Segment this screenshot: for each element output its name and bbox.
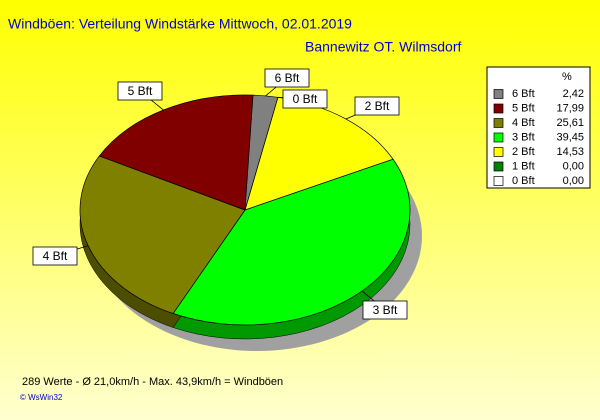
label-box	[354, 96, 400, 116]
pie-label: 6 Bft	[275, 71, 300, 85]
pie	[79, 94, 422, 351]
label-box	[117, 81, 163, 101]
label-box	[32, 246, 78, 266]
legend-value: 2,42	[563, 88, 584, 100]
pie-slice	[98, 94, 254, 211]
legend-swatch	[493, 103, 504, 114]
legend-box	[486, 66, 591, 189]
pie-label: 5 Bft	[128, 84, 153, 98]
footer: 289 Werte - Ø 21,0km/h - Max. 43,9km/h =…	[22, 376, 283, 388]
legend-value: 0,00	[563, 175, 584, 187]
pie-slice	[172, 158, 411, 326]
chart-title: Windböen: Verteilung Windstärke Mittwoch…	[8, 16, 352, 32]
legend-swatch	[493, 147, 504, 157]
legend-label: 2 Bft	[512, 146, 535, 158]
pie-label: 4 Bft	[43, 249, 68, 263]
label-box	[362, 300, 408, 320]
legend-label: 1 Bft	[512, 160, 535, 172]
credit: © WsWin32	[20, 393, 63, 402]
legend-value: 0,00	[563, 160, 584, 172]
legend-label: 4 Bft	[512, 117, 535, 129]
legend-label: 6 Bft	[512, 88, 535, 100]
pie-labels: 0 Bft 2 Bft 3 Bft 4 Bft 5 Bft 6 Bft	[32, 68, 408, 320]
legend-swatch	[493, 89, 504, 99]
legend-swatch	[493, 161, 504, 172]
legend-value: 39,45	[556, 131, 584, 143]
legend: 6 Bft 2,42 5 Bft 17,99 4 Bft 25,61 3 Bft 39,45 2…	[493, 88, 584, 187]
legend-label: 3 Bft	[512, 131, 535, 143]
legend-label: 5 Bft	[512, 102, 535, 114]
legend-value: 14,53	[556, 146, 584, 158]
legend-header: %	[562, 71, 572, 83]
legend-swatch	[493, 118, 504, 128]
legend-swatch	[493, 176, 504, 186]
legend-label: 0 Bft	[512, 175, 535, 187]
label-box	[264, 68, 310, 88]
pie-label: 0 Bft	[293, 92, 318, 106]
legend-swatch	[493, 132, 504, 143]
pie-label: 2 Bft	[365, 99, 390, 113]
label-box	[282, 89, 328, 109]
legend-value: 25,61	[556, 117, 584, 129]
legend-value: 17,99	[556, 102, 584, 114]
pie-label: 3 Bft	[373, 303, 398, 317]
chart-subtitle: Bannewitz OT. Wilmsdorf	[305, 39, 461, 55]
pie-slice	[79, 155, 246, 314]
